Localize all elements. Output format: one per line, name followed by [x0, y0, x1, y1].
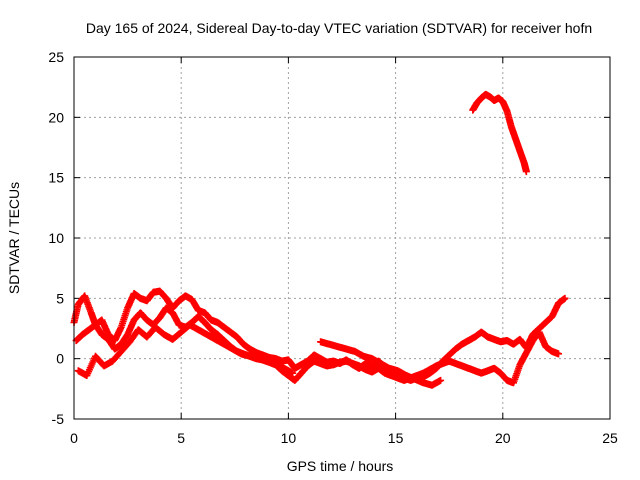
- data-point: [522, 168, 530, 176]
- x-tick-label: 0: [70, 430, 78, 446]
- y-tick-label: 10: [48, 230, 64, 246]
- x-tick-label: 10: [281, 430, 297, 446]
- data-points: [70, 90, 569, 389]
- plot-frame: [73, 56, 611, 420]
- x-tick-label: 25: [602, 430, 618, 446]
- y-tick-label: 20: [48, 109, 64, 125]
- data-point: [437, 376, 445, 384]
- y-tick-label: 25: [48, 49, 64, 65]
- tick-labels: 0 5 10 15 20 25 -5 0 5 10 15 20 25: [48, 49, 618, 446]
- y-axis-label: SDTVAR / TECUs: [6, 182, 22, 294]
- y-tick-label: -5: [52, 411, 65, 427]
- series-trace-d: [469, 90, 530, 176]
- data-point: [289, 369, 297, 377]
- data-point: [561, 294, 569, 302]
- x-tick-label: 5: [177, 430, 185, 446]
- series-trace-b: [72, 304, 563, 387]
- y-tick-label: 5: [56, 290, 64, 306]
- x-tick-label: 15: [388, 430, 404, 446]
- y-tick-label: 0: [56, 351, 64, 367]
- y-tick-label: 15: [48, 170, 64, 186]
- x-tick-label: 20: [495, 430, 511, 446]
- data-point: [555, 350, 563, 358]
- x-axis-label: GPS time / hours: [287, 458, 394, 474]
- chart-title: Day 165 of 2024, Sidereal Day-to-day VTE…: [86, 20, 592, 36]
- series-trace-c: [74, 321, 445, 389]
- series-trace-a: [70, 287, 569, 384]
